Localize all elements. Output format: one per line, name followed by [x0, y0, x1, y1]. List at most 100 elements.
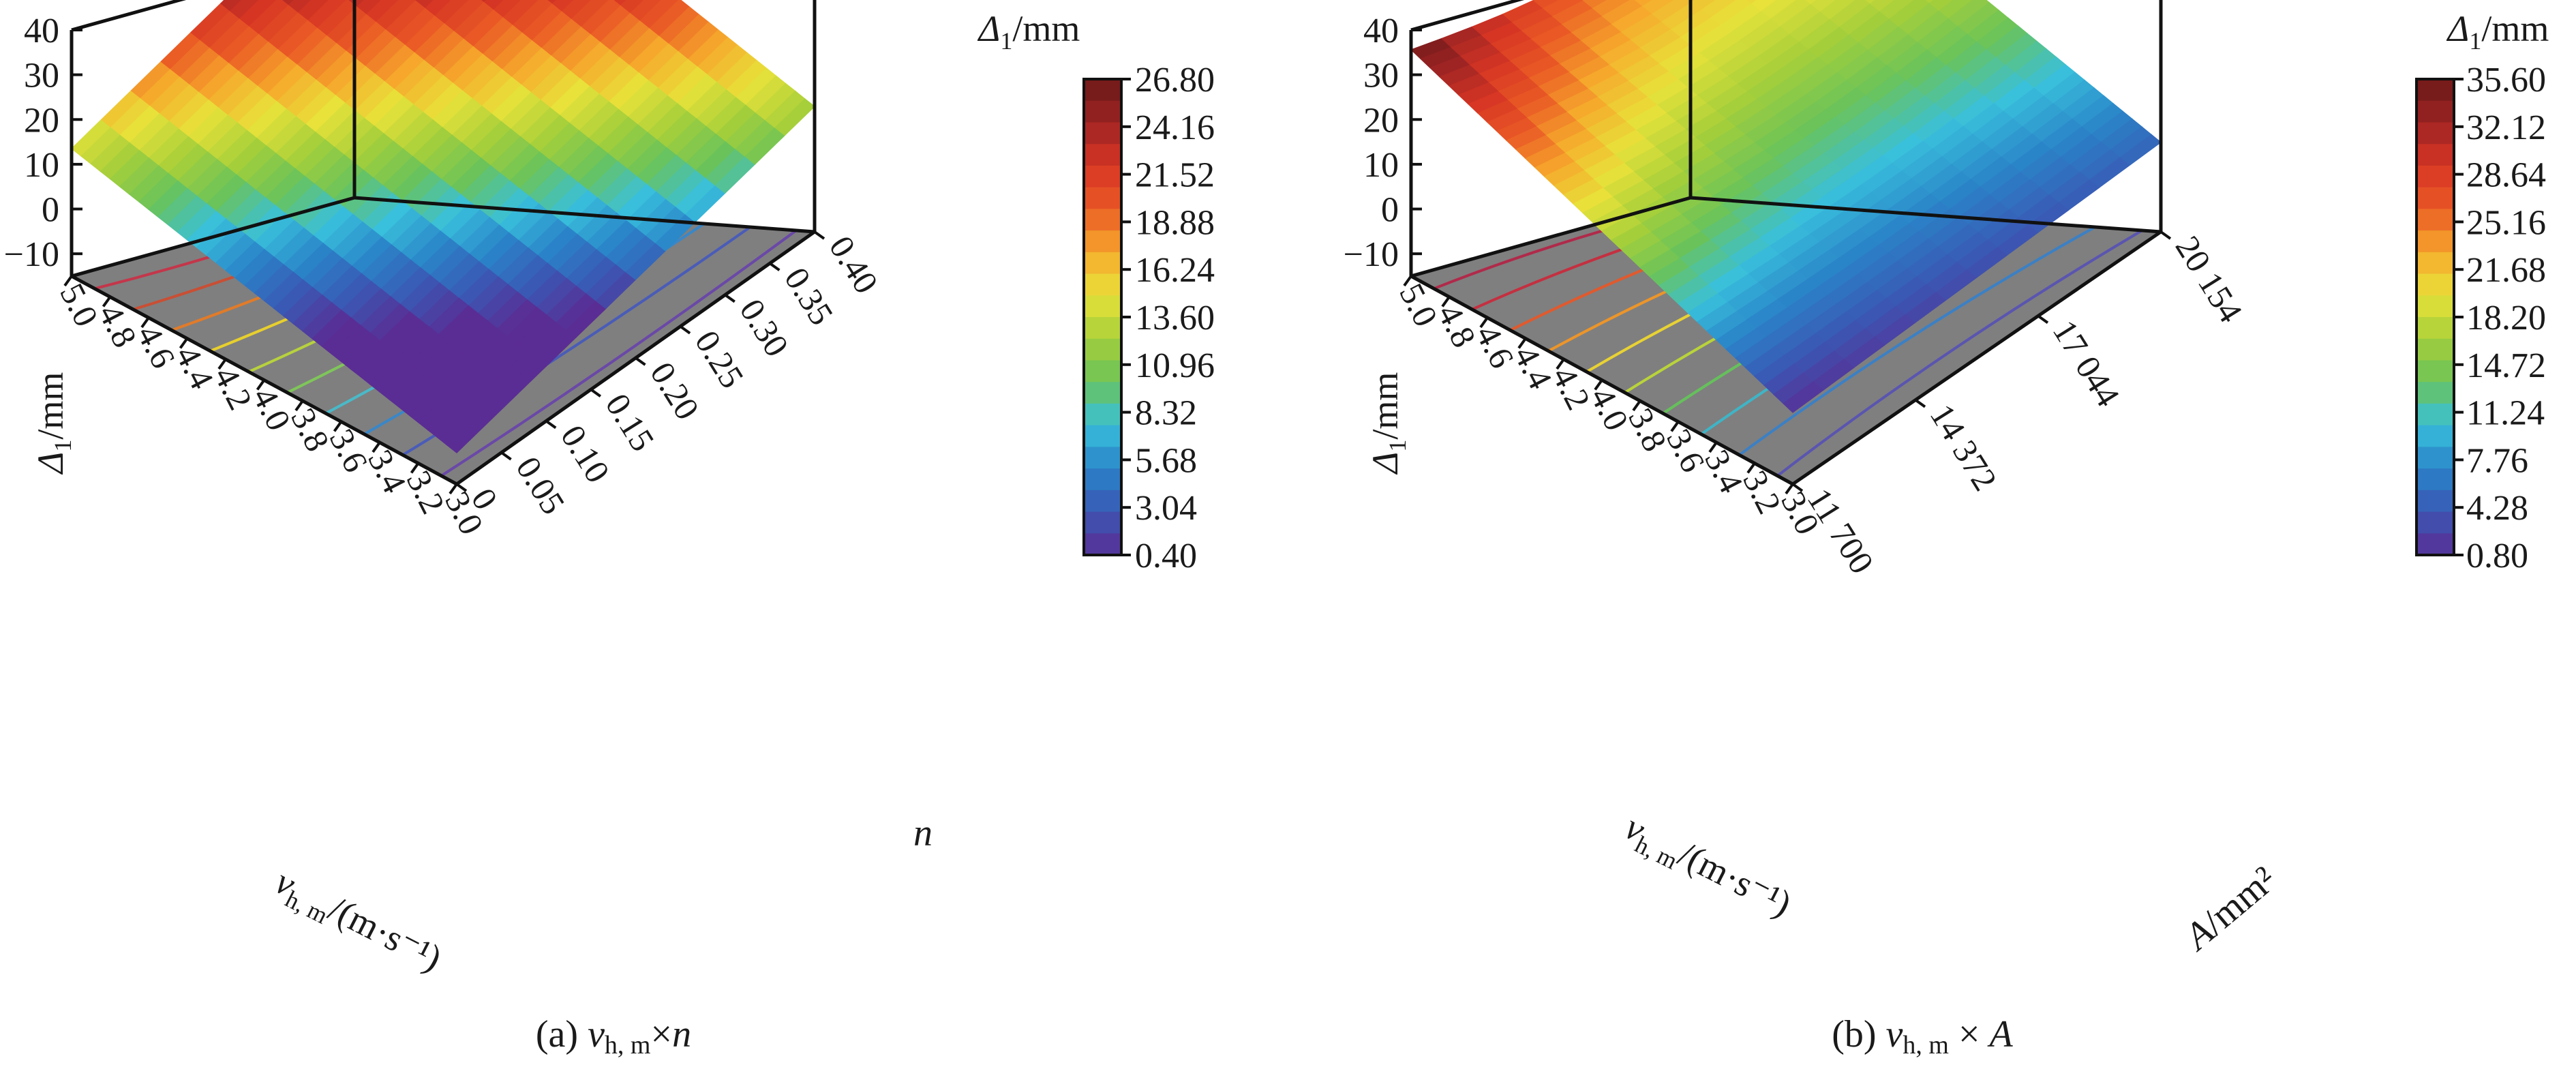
- y-tick-mark: [813, 230, 825, 240]
- colorbar-segment: [1084, 511, 1121, 534]
- colorbar-tick-label: 28.64: [2466, 156, 2546, 195]
- box-edge: [1791, 230, 2162, 486]
- colorbar-segment: [1084, 403, 1121, 426]
- surface-facet: [415, 0, 435, 9]
- y-tick-label: 0.15: [598, 387, 663, 457]
- colorbar-tick-label: 10.96: [1135, 346, 1215, 385]
- surface-facet: [493, 0, 522, 18]
- y-tick-label: 0.05: [509, 450, 573, 521]
- y-tick-mark: [1914, 399, 1926, 408]
- colorbar-tick-label: 4.28: [2466, 489, 2528, 528]
- y-tick-mark: [2037, 314, 2049, 324]
- colorbar-segment: [1084, 252, 1121, 275]
- z-tick-label: 0: [42, 191, 59, 230]
- colorbar-tick-label: 0.80: [2466, 537, 2528, 575]
- colorbar-segment: [2416, 468, 2454, 491]
- surface-facet: [229, 0, 260, 20]
- colorbar-segment: [2416, 490, 2454, 513]
- surface-facet: [1691, 0, 1717, 10]
- x-tick-mark: [1441, 296, 1451, 308]
- colorbar-segment: [1084, 230, 1121, 253]
- chart-a-colorbar: 26.80 24.16 21.52 18.88 16.24 13.60 10.96 8.32 5…: [1082, 61, 1215, 575]
- surface-facet: [219, 0, 243, 12]
- y-tick-label: 11 700: [1800, 481, 1881, 580]
- x-tick-mark: [1670, 421, 1680, 432]
- x-tick-mark: [449, 483, 458, 495]
- y-tick-mark: [590, 388, 602, 397]
- colorbar-segment: [1084, 100, 1121, 123]
- y-tick-label: 0.30: [732, 292, 796, 363]
- chart-b-surface: [1410, 0, 2162, 413]
- colorbar-segment: [1084, 490, 1121, 513]
- colorbar-segment: [1084, 209, 1121, 231]
- colorbar-segment: [1084, 425, 1121, 447]
- z-tick-label: 40: [24, 12, 59, 50]
- surface-facet: [1634, 0, 1654, 7]
- surface-facet: [1925, 0, 1935, 4]
- colorbar-segment: [2416, 533, 2454, 556]
- colorbar-tick-label: 18.88: [1135, 203, 1215, 242]
- x-tick-mark: [1517, 338, 1527, 349]
- y-tick-label: 17 044: [2046, 313, 2127, 412]
- chart-panel-b: 40 30 20 10 0 −10 5.04.84.64.44.24.03.83.63.4…: [1344, 0, 2549, 1060]
- x-tick-mark: [1746, 462, 1756, 474]
- y-tick-label: 0.35: [777, 260, 841, 331]
- y-tick-mark: [724, 293, 736, 303]
- x-tick-mark: [1556, 358, 1565, 370]
- colorbar-segment: [1084, 165, 1121, 188]
- chart-b-z-ticks: 40 30 20 10 0 −10: [1344, 12, 1422, 274]
- colorbar-tick-label: 11.24: [2466, 394, 2545, 433]
- x-tick-mark: [1594, 379, 1603, 391]
- chart-a-x-axis-label: vh, m/(m·s⁻¹): [267, 860, 449, 984]
- surface-facet: [1701, 0, 1738, 18]
- colorbar-tick-label: 32.12: [2466, 108, 2546, 147]
- surface-facet: [1879, 0, 1915, 20]
- z-tick-label: −10: [1344, 235, 1399, 274]
- y-tick-mark: [1791, 483, 1804, 492]
- surface-facet: [562, 0, 592, 20]
- surface-facet: [434, 0, 470, 24]
- colorbar-tick-label: 5.68: [1135, 441, 1197, 480]
- colorbar-tick-label: 13.60: [1135, 299, 1215, 338]
- z-tick-label: 20: [24, 101, 59, 140]
- surface-facet: [1865, 0, 1876, 5]
- surface-facet: [1761, 0, 1798, 20]
- colorbar-segment: [1084, 273, 1121, 296]
- colorbar-segment: [2416, 511, 2454, 534]
- colorbar-tick-label: 0.40: [1135, 537, 1197, 575]
- colorbar-segment: [1084, 468, 1121, 491]
- colorbar-segment: [2416, 122, 2454, 145]
- colorbar-segment: [1084, 360, 1121, 382]
- colorbar-segment: [1084, 295, 1121, 318]
- chart-b-colorbar-title: Δ1/mm: [2446, 8, 2549, 55]
- z-tick-label: 30: [24, 57, 59, 95]
- surface-facet: [630, 0, 663, 21]
- z-tick-label: 10: [24, 146, 59, 185]
- chart-b-x-ticks: 5.04.84.64.44.24.03.83.63.43.23.0: [1392, 275, 1827, 541]
- surface-facet: [639, 0, 680, 29]
- surface-facet: [620, 0, 645, 14]
- colorbar-segment: [1084, 122, 1121, 145]
- colorbar-tick-label: 21.68: [2466, 251, 2546, 290]
- box-edge: [1410, 0, 1525, 32]
- chart-b-z-axis-label: Δ1/mm: [1365, 372, 1411, 475]
- colorbar-tick-label: 14.72: [2466, 346, 2546, 385]
- chart-a-colorbar-title: Δ1/mm: [978, 8, 1080, 55]
- chart-b-x-axis-label: vh, m/(m·s⁻¹): [1616, 806, 1798, 929]
- surface-facet: [551, 0, 575, 12]
- colorbar-segment: [2416, 187, 2454, 209]
- y-tick-label: 0.25: [688, 324, 752, 395]
- box-edge: [71, 196, 355, 278]
- x-tick-mark: [372, 441, 381, 453]
- box-edge: [71, 0, 187, 32]
- surface-facet: [307, 0, 348, 29]
- colorbar-tick-label: 21.52: [1135, 156, 1215, 195]
- surface-facet: [1592, 0, 1632, 17]
- chart-b-caption: (b) vh, m × A: [1832, 1013, 2013, 1060]
- colorbar-segment: [2416, 317, 2454, 340]
- floor-contour-line: [1776, 229, 2143, 477]
- chart-b-colorbar: 35.60 32.12 28.64 25.16 21.68 18.20 14.72 11.24…: [2415, 61, 2546, 575]
- x-tick-mark: [179, 338, 189, 349]
